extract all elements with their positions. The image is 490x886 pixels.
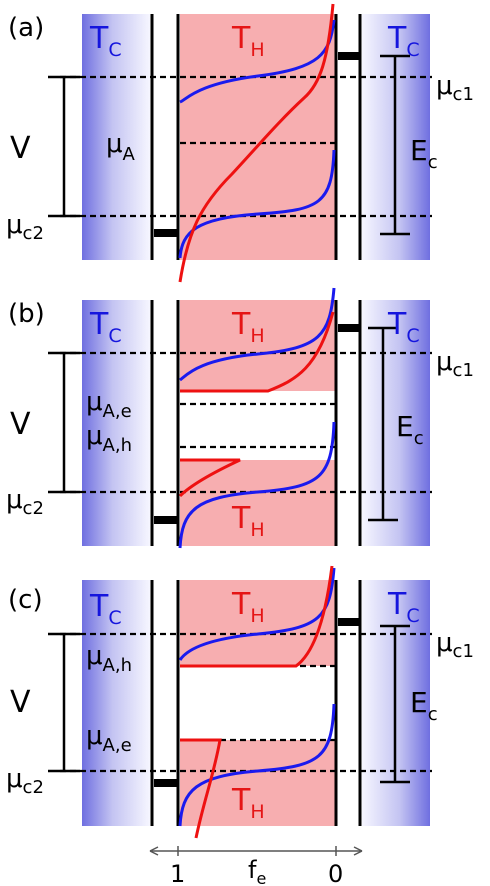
axis-arrow-left <box>149 846 159 856</box>
cold-reservoir-left <box>82 14 150 260</box>
label-tc-left: TC <box>89 21 122 61</box>
fermi-hot-lower <box>180 738 222 839</box>
dot-level-left <box>154 516 178 524</box>
label-voltage: V <box>10 131 31 166</box>
label-mu-c2: μc2 <box>6 210 44 244</box>
axis-arrow-right <box>353 846 363 856</box>
label-mu-ah: μA,h <box>86 641 132 676</box>
panel-tag: (b) <box>8 299 45 329</box>
label-mu-ah: μA,h <box>86 421 132 456</box>
label-tc-right: TC <box>387 587 420 627</box>
label-th-top: TH <box>231 587 265 627</box>
label-mu-c1: μc1 <box>436 347 474 381</box>
label-tc-right: TC <box>387 307 420 347</box>
fermi-hot-lower <box>178 458 241 498</box>
fermi-cold-lower <box>178 149 336 259</box>
dot-level-left <box>154 779 178 787</box>
panel-b: (b) TC TH TH TC V μc1 μc2 μA,e μA,h Ec <box>6 287 474 549</box>
label-tc-left: TC <box>89 307 122 347</box>
label-voltage: V <box>10 407 31 442</box>
fermi-hot-upper <box>180 565 334 668</box>
label-th-top: TH <box>231 21 265 61</box>
panel-tag: (a) <box>8 13 44 43</box>
panel-a: (a) TC TH TC V μc1 μc2 μA Ec <box>6 3 474 283</box>
label-ec: Ec <box>396 410 424 449</box>
label-th-bottom: TH <box>231 501 265 541</box>
label-mu-a: μA <box>106 129 136 165</box>
dot-level-right <box>338 618 360 626</box>
label-mu-c1: μc1 <box>436 71 474 105</box>
axis-tick-label-1: 1 <box>170 860 185 886</box>
fermi-cold-upper <box>178 567 336 661</box>
cold-reservoir-left <box>82 300 150 546</box>
label-mu-c1: μc1 <box>436 628 474 662</box>
label-mu-c2: μc2 <box>6 764 44 798</box>
hot-island <box>180 14 336 260</box>
label-mu-ae: μA,e <box>86 387 132 422</box>
label-mu-ae: μA,e <box>86 721 132 756</box>
axis-title: fe <box>248 856 266 886</box>
fermi-cold-lower <box>178 421 336 549</box>
panel-tag: (c) <box>8 585 43 615</box>
label-th-top: TH <box>231 307 265 347</box>
panel-c: (c) TC TH TH TC V μc1 μc2 μA,h μA,e Ec <box>6 565 474 839</box>
label-tc-left: TC <box>89 589 122 629</box>
label-ec: Ec <box>410 134 438 173</box>
hot-island-upper <box>180 300 336 391</box>
fe-axis: 1 fe 0 <box>149 846 363 886</box>
dot-level-left <box>154 229 178 237</box>
fermi-cold-lower <box>178 703 336 827</box>
label-ec: Ec <box>410 686 438 725</box>
dot-level-right <box>338 324 360 332</box>
cold-reservoir-right <box>362 300 430 546</box>
label-th-bottom: TH <box>231 783 265 823</box>
fermi-hot <box>178 3 335 283</box>
label-voltage: V <box>10 685 31 720</box>
label-tc-right: TC <box>387 21 420 61</box>
fermi-hot-upper <box>180 311 335 393</box>
axis-tick-label-0: 0 <box>328 860 343 886</box>
cold-reservoir-left <box>82 580 150 826</box>
dot-level-right <box>338 52 360 60</box>
label-mu-c2: μc2 <box>6 485 44 519</box>
fermi-cold-upper <box>179 287 336 382</box>
